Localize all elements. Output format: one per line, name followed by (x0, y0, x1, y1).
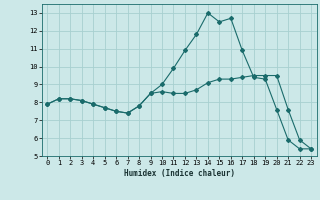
X-axis label: Humidex (Indice chaleur): Humidex (Indice chaleur) (124, 169, 235, 178)
